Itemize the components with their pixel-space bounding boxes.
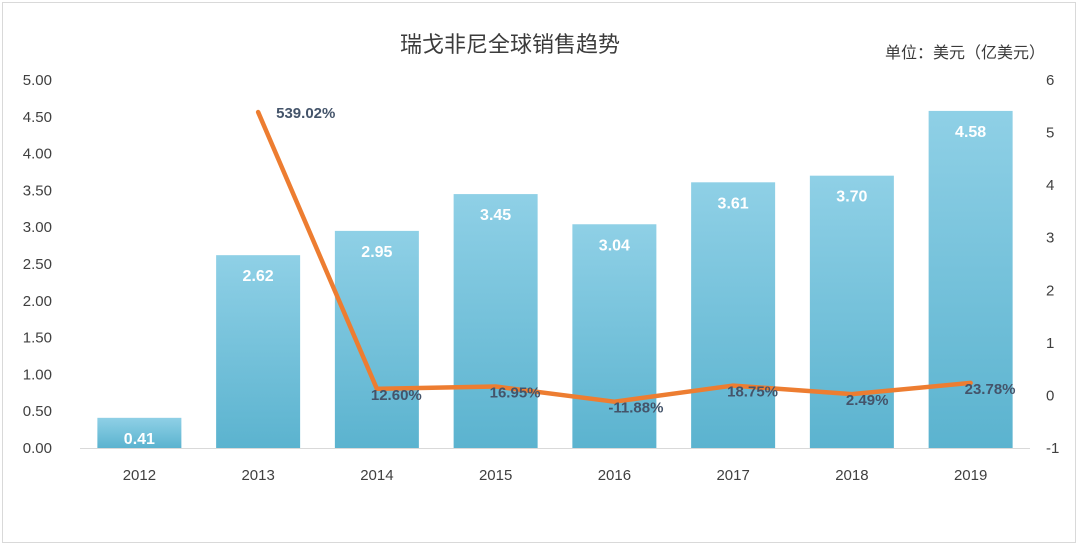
y-left-tick-label: 4.50 [23,109,52,126]
x-tick-label: 2018 [835,467,868,484]
y-left-tick-label: 0.00 [23,440,52,457]
bar-2012 [97,417,182,448]
x-tick-label: 2019 [954,467,987,484]
growth-rate-label: 18.75% [727,384,778,401]
y-right-tick-label: 4 [1046,177,1054,194]
growth-rate-label: 23.78% [965,381,1016,398]
y-right-tick-label: 2 [1046,282,1054,299]
growth-rate-label: 12.60% [371,387,422,404]
growth-rate-label: 2.49% [846,392,889,409]
bar-2013 [216,255,301,448]
bar-value-label: 4.58 [955,124,986,141]
bar-value-label: 3.04 [599,237,630,254]
bar-2017 [691,182,776,448]
bar-value-label: 3.45 [480,207,511,224]
y-left-tick-label: 2.50 [23,256,52,273]
growth-rate-label: 16.95% [490,385,541,402]
y-left-tick-label: 3.00 [23,219,52,236]
bar-value-label: 0.41 [124,431,155,448]
bar-2016 [572,224,657,448]
y-left-tick-label: 2.00 [23,293,52,310]
y-left-tick-label: 3.50 [23,182,52,199]
x-tick-label: 2014 [360,467,393,484]
bar-value-label: 3.61 [718,195,749,212]
bar-value-label: 2.62 [243,268,274,285]
growth-rate-label: -11.88% [608,400,663,417]
bar-2014 [334,230,419,448]
growth-rate-line [255,109,973,404]
bar-value-label: 3.70 [836,189,867,206]
y-right-tick-label: 3 [1046,230,1054,247]
y-left-tick-label: 5.00 [23,72,52,89]
y-right-tick-label: 0 [1046,387,1054,404]
x-tick-label: 2015 [479,467,512,484]
bar-2018 [809,175,894,448]
chart-title: 瑞戈非尼全球销售趋势 [400,33,620,58]
y-left-tick-label: 4.00 [23,146,52,163]
bar-value-label: 2.95 [361,244,392,261]
x-tick-label: 2012 [123,467,156,484]
x-tick-label: 2016 [598,467,631,484]
bar-2019 [928,110,1013,449]
bar-2015 [453,194,538,448]
x-tick-label: 2017 [716,467,749,484]
y-left-tick-label: 1.00 [23,366,52,383]
unit-label: 单位：美元（亿美元） [885,43,1045,62]
x-tick-label: 2013 [241,467,274,484]
y-right-tick-label: 1 [1046,335,1054,352]
growth-rate-label: 539.02% [276,105,335,122]
y-left-tick-label: 0.50 [23,403,52,420]
y-right-tick-label: 5 [1046,125,1054,142]
y-left-tick-label: 1.50 [23,330,52,347]
y-right-tick-label: 6 [1046,72,1054,89]
y-right-tick-label: -1 [1046,440,1059,457]
